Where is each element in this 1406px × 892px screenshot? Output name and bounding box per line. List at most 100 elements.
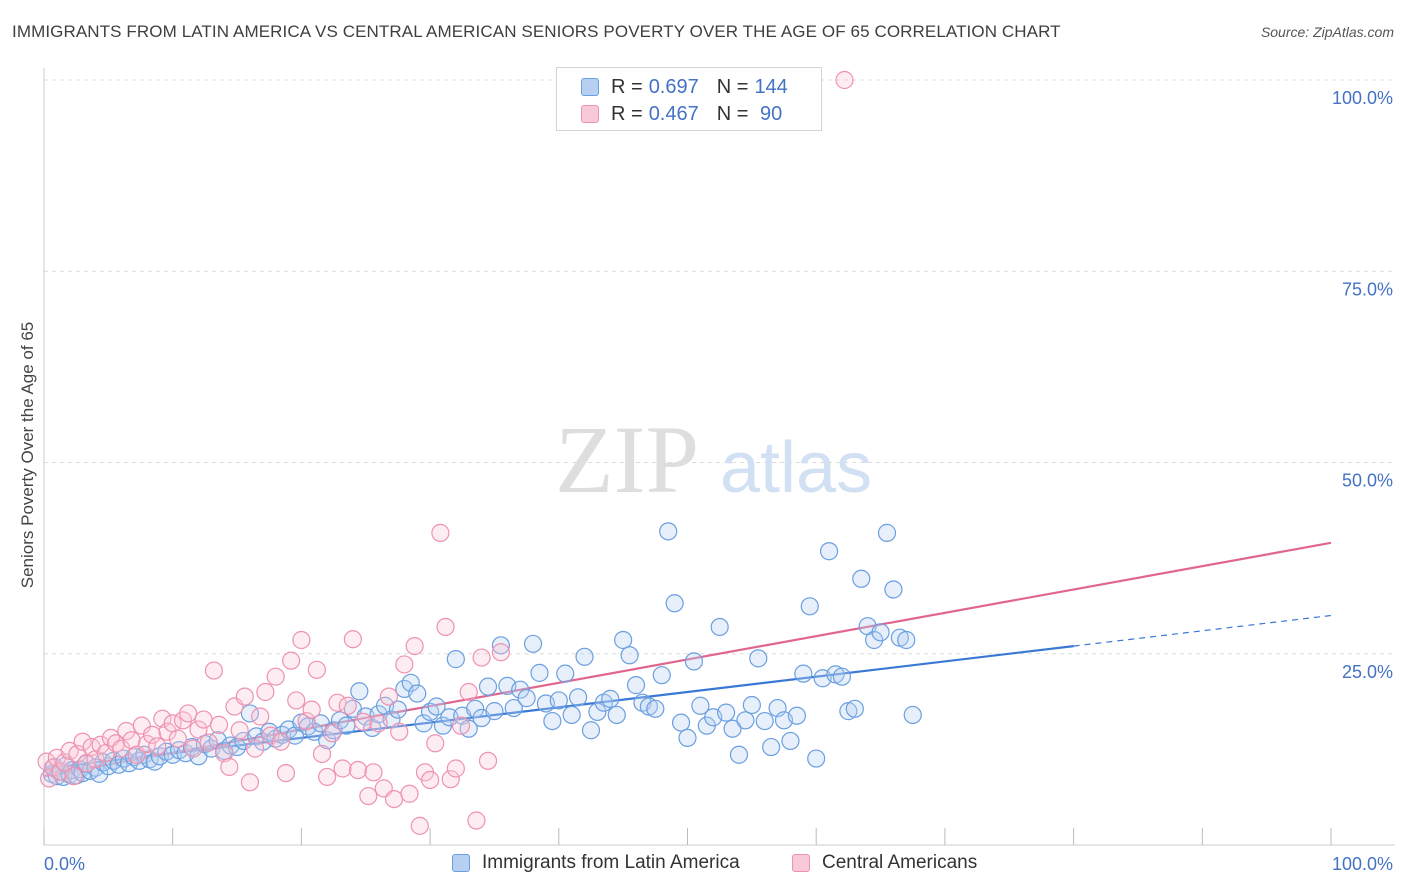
point-central-americans	[426, 734, 445, 753]
point-central-americans	[184, 739, 203, 758]
point-central-americans	[436, 617, 455, 637]
point-central-americans	[261, 726, 280, 745]
point-central-americans	[405, 636, 424, 656]
point-central-americans	[40, 769, 59, 788]
data-points	[37, 70, 922, 835]
point-central-americans	[348, 760, 368, 780]
point-latin-america	[762, 737, 781, 757]
legend-label: Immigrants from Latin America	[482, 852, 740, 873]
legend-item-latin-america[interactable]: Immigrants from Latin America	[452, 852, 740, 874]
point-latin-america	[626, 676, 646, 695]
n-value: 144	[754, 75, 788, 98]
point-latin-america	[575, 647, 594, 666]
point-central-americans	[421, 770, 440, 790]
point-latin-america	[504, 698, 523, 718]
point-central-americans	[179, 704, 198, 723]
legend-swatch-pink	[581, 105, 599, 123]
point-latin-america	[646, 699, 665, 718]
point-latin-america	[523, 634, 543, 653]
point-central-americans	[338, 696, 357, 715]
point-central-americans	[369, 714, 388, 733]
legend-swatch-blue	[581, 78, 599, 96]
point-central-americans	[302, 700, 321, 719]
x-tick-label: 100.0%	[1332, 854, 1393, 874]
y-tick-label: 100.0%	[1332, 88, 1393, 108]
point-latin-america	[729, 745, 749, 764]
point-latin-america	[717, 703, 736, 722]
point-latin-america	[466, 699, 485, 718]
point-central-americans	[143, 725, 162, 744]
point-latin-america	[530, 663, 549, 682]
point-latin-america	[549, 691, 568, 710]
point-latin-america	[877, 523, 897, 542]
point-latin-america	[240, 704, 260, 723]
legend-swatch-blue	[452, 854, 470, 872]
point-latin-america	[620, 646, 639, 665]
point-central-americans	[77, 754, 96, 773]
point-latin-america	[897, 630, 916, 650]
legend-item-central-americans[interactable]: Central Americans	[792, 852, 977, 874]
point-latin-america	[871, 623, 890, 642]
point-latin-america	[736, 711, 755, 730]
point-latin-america	[414, 714, 433, 733]
point-central-americans	[467, 811, 486, 830]
point-latin-america	[427, 697, 446, 716]
n-label: N =	[716, 102, 749, 125]
point-latin-america	[562, 705, 581, 725]
point-latin-america	[787, 706, 806, 725]
point-latin-america	[819, 542, 839, 561]
point-central-americans	[312, 744, 332, 764]
point-latin-america	[581, 721, 601, 740]
point-central-americans	[323, 724, 342, 743]
point-latin-america	[401, 673, 420, 692]
legend-swatch-pink	[792, 854, 810, 872]
point-latin-america	[601, 689, 620, 708]
point-latin-america	[678, 728, 697, 748]
point-latin-america	[491, 636, 510, 655]
point-latin-america	[671, 713, 691, 732]
point-latin-america	[388, 700, 408, 719]
point-central-americans	[276, 763, 296, 783]
point-central-americans	[491, 643, 510, 662]
point-latin-america	[485, 702, 504, 721]
point-central-americans	[459, 682, 478, 702]
point-central-americans	[410, 816, 429, 835]
point-latin-america	[145, 752, 164, 771]
point-central-americans	[292, 630, 311, 650]
point-latin-america	[517, 689, 536, 708]
point-central-americans	[400, 784, 419, 803]
r-label: R =	[611, 102, 643, 125]
point-central-americans	[148, 737, 167, 756]
point-central-americans	[431, 523, 450, 542]
point-latin-america	[588, 702, 607, 721]
point-central-americans	[235, 687, 254, 706]
point-latin-america	[903, 705, 922, 725]
y-tick-label: 25.0%	[1342, 662, 1393, 682]
point-central-americans	[220, 757, 239, 777]
point-central-americans	[204, 661, 223, 680]
point-central-americans	[328, 693, 347, 712]
axes	[43, 68, 1395, 846]
point-latin-america	[607, 705, 626, 725]
point-central-americans	[333, 759, 352, 778]
point-central-americans	[64, 767, 83, 786]
point-latin-america	[556, 664, 575, 683]
n-value: 90	[754, 102, 783, 125]
point-latin-america	[665, 594, 684, 613]
point-central-americans	[478, 751, 498, 770]
legend-label: Central Americans	[822, 852, 978, 873]
point-central-americans	[215, 744, 234, 763]
point-latin-america	[652, 666, 671, 685]
point-central-americans	[245, 739, 265, 758]
point-central-americans	[230, 721, 249, 740]
point-central-americans	[256, 682, 275, 702]
point-central-americans	[199, 733, 218, 752]
watermark-atlas: atlas	[720, 428, 872, 508]
point-central-americans	[472, 648, 491, 667]
point-latin-america	[478, 677, 498, 696]
r-label: R =	[611, 75, 643, 98]
watermark: ZIP atlas	[555, 406, 872, 513]
point-latin-america	[845, 699, 864, 718]
x-tick-label: 0.0%	[44, 854, 85, 874]
